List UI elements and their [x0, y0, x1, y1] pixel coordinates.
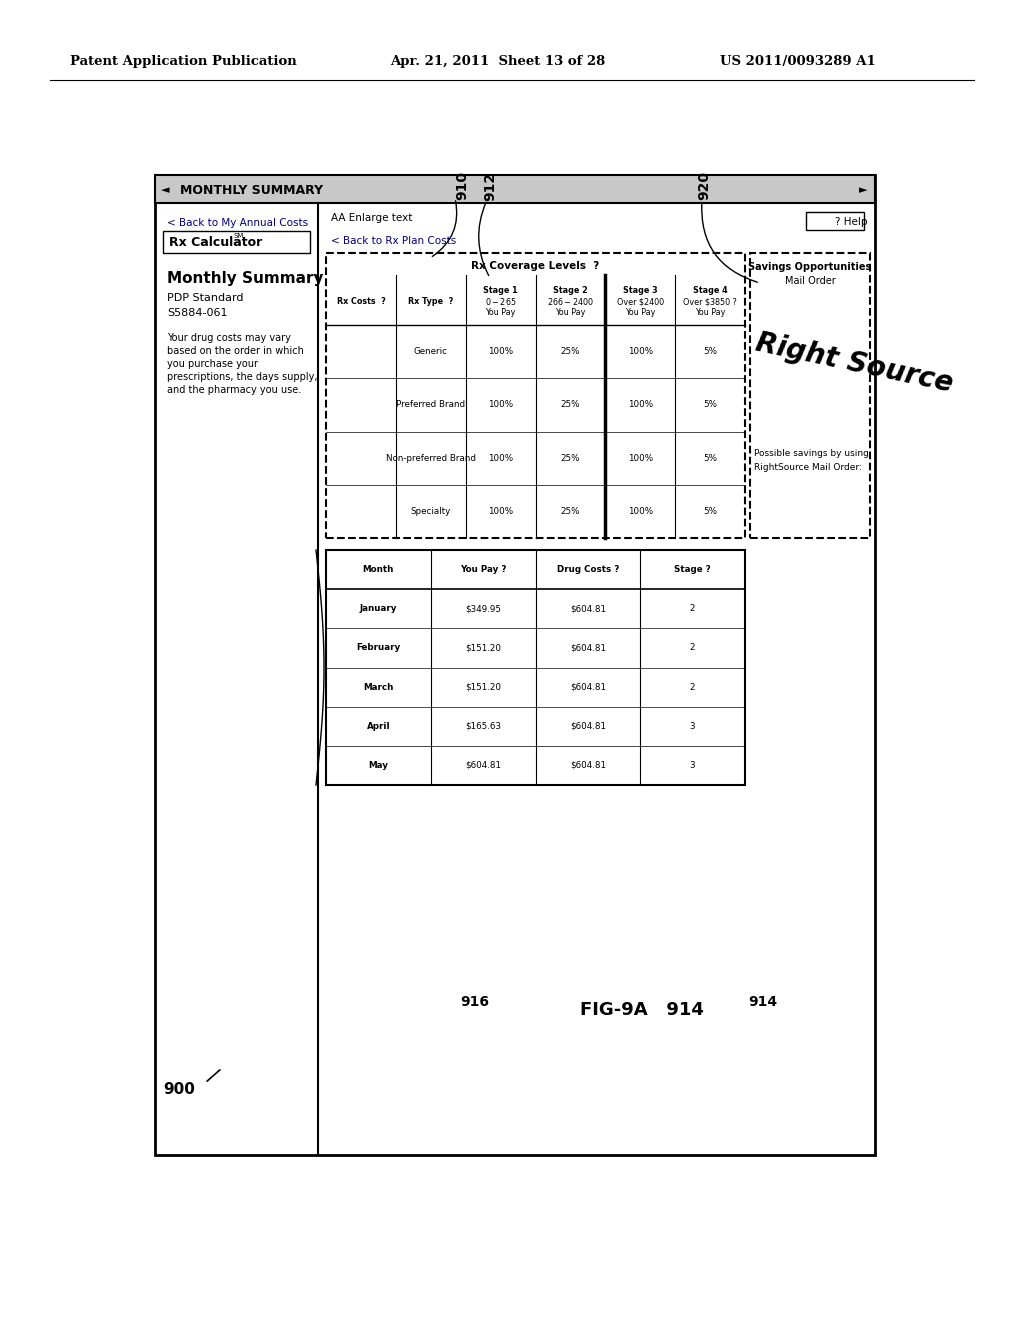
Text: ? Help: ? Help — [835, 216, 867, 227]
Text: Your drug costs may vary: Your drug costs may vary — [167, 333, 291, 343]
Text: 910: 910 — [455, 172, 469, 201]
Text: and the pharmacy you use.: and the pharmacy you use. — [167, 385, 301, 395]
Text: 5%: 5% — [703, 347, 717, 356]
Text: Rx Type  ?: Rx Type ? — [409, 297, 454, 306]
Bar — [163, 231, 310, 253]
Text: 100%: 100% — [488, 347, 513, 356]
FancyBboxPatch shape — [326, 253, 745, 539]
Text: $604.81: $604.81 — [465, 760, 501, 770]
Text: 3: 3 — [690, 760, 695, 770]
Text: February: February — [356, 643, 400, 652]
Text: $604.81: $604.81 — [570, 605, 606, 614]
Text: you purchase your: you purchase your — [167, 359, 258, 370]
Text: Rx Costs  ?: Rx Costs ? — [337, 297, 385, 306]
Text: 2: 2 — [690, 682, 695, 692]
Text: May: May — [369, 760, 388, 770]
Text: $0-$265: $0-$265 — [484, 296, 516, 308]
Text: SM: SM — [233, 234, 244, 239]
Text: RightSource Mail Order:: RightSource Mail Order: — [754, 463, 862, 473]
Text: $151.20: $151.20 — [465, 682, 501, 692]
Text: March: March — [364, 682, 393, 692]
Text: Apr. 21, 2011  Sheet 13 of 28: Apr. 21, 2011 Sheet 13 of 28 — [390, 55, 605, 69]
Text: 920: 920 — [697, 172, 711, 201]
Text: 912: 912 — [483, 172, 497, 201]
Text: 100%: 100% — [628, 400, 653, 409]
Bar — [155, 176, 874, 203]
Text: 2: 2 — [690, 643, 695, 652]
Text: Possible savings by using: Possible savings by using — [754, 449, 869, 458]
Text: 100%: 100% — [628, 347, 653, 356]
Text: January: January — [359, 605, 397, 614]
Text: 5%: 5% — [703, 507, 717, 516]
Text: PDP Standard: PDP Standard — [167, 293, 244, 304]
Text: $604.81: $604.81 — [570, 643, 606, 652]
Text: S5884-061: S5884-061 — [167, 308, 227, 318]
Text: $604.81: $604.81 — [570, 682, 606, 692]
Text: Stage 2: Stage 2 — [553, 286, 588, 294]
Text: 3: 3 — [690, 722, 695, 731]
Text: 100%: 100% — [628, 507, 653, 516]
Text: $604.81: $604.81 — [570, 760, 606, 770]
Text: 100%: 100% — [488, 454, 513, 462]
Text: 25%: 25% — [561, 347, 581, 356]
Text: 900: 900 — [163, 1082, 195, 1097]
Text: Specialty: Specialty — [411, 507, 451, 516]
Text: Patent Application Publication: Patent Application Publication — [70, 55, 297, 69]
Text: $266-$2400: $266-$2400 — [547, 296, 594, 308]
Text: Rx Calculator: Rx Calculator — [169, 236, 262, 249]
Text: Preferred Brand: Preferred Brand — [396, 400, 465, 409]
Text: You Pay: You Pay — [625, 308, 655, 317]
Text: Stage 3: Stage 3 — [623, 286, 657, 294]
Text: 5%: 5% — [703, 400, 717, 409]
Text: 2: 2 — [690, 605, 695, 614]
Text: 100%: 100% — [488, 400, 513, 409]
Text: Monthly Summary: Monthly Summary — [167, 271, 324, 285]
Text: Drug Costs ?: Drug Costs ? — [557, 565, 620, 574]
Text: 5%: 5% — [703, 454, 717, 462]
Text: $349.95: $349.95 — [465, 605, 501, 614]
Text: Non-preferred Brand: Non-preferred Brand — [386, 454, 476, 462]
Text: based on the order in which: based on the order in which — [167, 346, 304, 356]
Text: 914: 914 — [748, 995, 777, 1008]
Text: You Pay ?: You Pay ? — [460, 565, 507, 574]
Text: 25%: 25% — [561, 454, 581, 462]
Text: Stage 1: Stage 1 — [483, 286, 518, 294]
Text: $151.20: $151.20 — [465, 643, 501, 652]
Text: Generic: Generic — [414, 347, 447, 356]
Text: Over $3850 ?: Over $3850 ? — [683, 297, 737, 306]
Text: ◄: ◄ — [161, 185, 170, 195]
FancyBboxPatch shape — [806, 213, 864, 230]
Text: April: April — [367, 722, 390, 731]
Text: 25%: 25% — [561, 507, 581, 516]
Text: You Pay: You Pay — [695, 308, 725, 317]
Bar — [155, 176, 874, 1155]
Text: prescriptions, the days supply,: prescriptions, the days supply, — [167, 372, 317, 381]
Text: Savings Opportunities: Savings Opportunities — [749, 261, 871, 272]
FancyBboxPatch shape — [750, 253, 870, 539]
Text: MONTHLY SUMMARY: MONTHLY SUMMARY — [180, 183, 324, 197]
Text: < Back to Rx Plan Costs: < Back to Rx Plan Costs — [331, 236, 457, 246]
Text: You Pay: You Pay — [555, 308, 586, 317]
Text: Stage 4: Stage 4 — [693, 286, 727, 294]
Text: 916: 916 — [460, 995, 489, 1008]
Text: FIG-9A   914: FIG-9A 914 — [580, 1001, 703, 1019]
Text: You Pay: You Pay — [485, 308, 516, 317]
Text: $165.63: $165.63 — [465, 722, 501, 731]
Text: 100%: 100% — [488, 507, 513, 516]
Text: AA Enlarge text: AA Enlarge text — [331, 213, 413, 223]
Text: Stage ?: Stage ? — [674, 565, 711, 574]
Bar — [326, 550, 745, 785]
Text: US 2011/0093289 A1: US 2011/0093289 A1 — [720, 55, 876, 69]
Text: Rx Coverage Levels  ?: Rx Coverage Levels ? — [471, 261, 600, 271]
Text: Right Source: Right Source — [753, 329, 955, 397]
Text: Mail Order: Mail Order — [784, 276, 836, 286]
Text: < Back to My Annual Costs: < Back to My Annual Costs — [167, 218, 308, 228]
Text: ►: ► — [859, 185, 867, 195]
Text: Over $2400: Over $2400 — [616, 297, 664, 306]
Text: $604.81: $604.81 — [570, 722, 606, 731]
Text: 25%: 25% — [561, 400, 581, 409]
Text: 100%: 100% — [628, 454, 653, 462]
Text: Month: Month — [362, 565, 394, 574]
